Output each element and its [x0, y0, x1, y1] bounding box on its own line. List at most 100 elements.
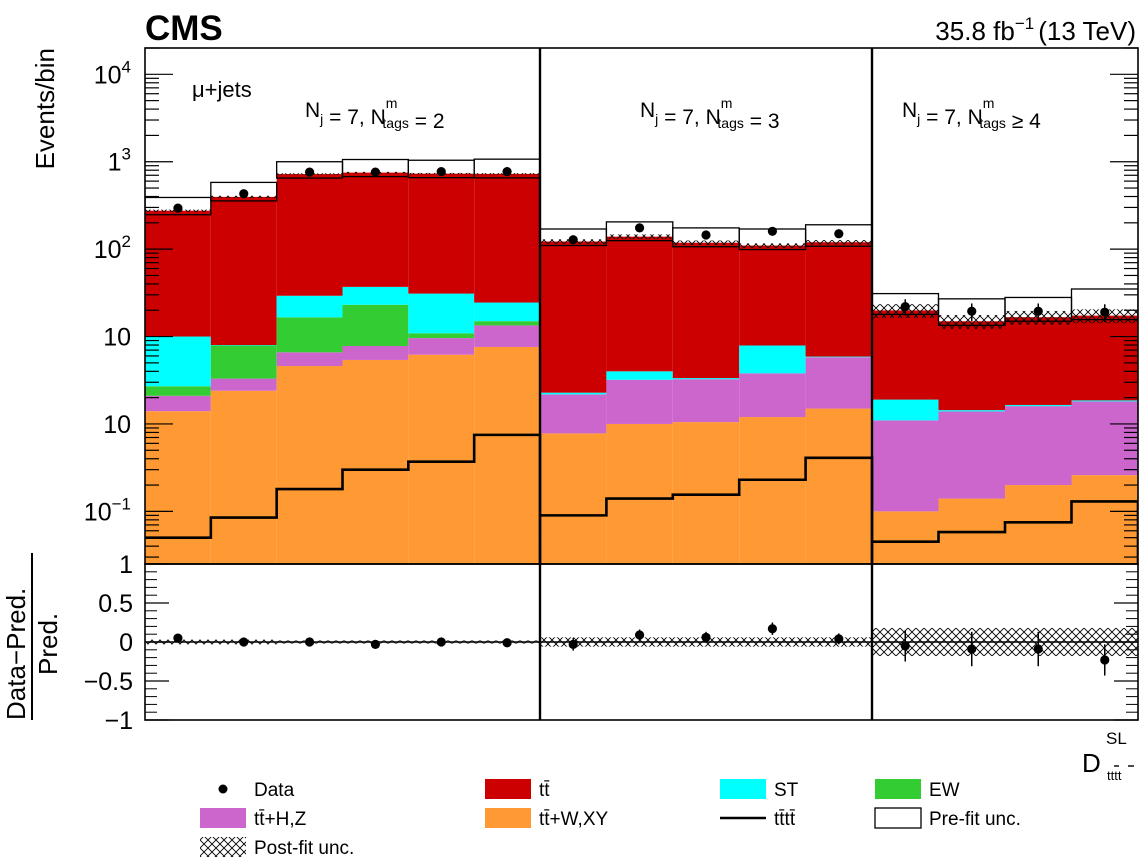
- stack-bar-ttHZ: [606, 379, 673, 424]
- stack-bar-ST: [1005, 404, 1072, 407]
- ratio-point: [635, 630, 645, 640]
- legend-symbol-ttWXY: [485, 808, 531, 828]
- stack-bar-ST: [145, 336, 211, 387]
- x-axis-title-sub: tttt: [1107, 768, 1122, 783]
- stack-bar-ttHZ: [474, 325, 540, 347]
- data-point: [834, 229, 844, 239]
- ratio-point: [304, 637, 315, 647]
- stack-bar-ST: [276, 295, 343, 318]
- stack-bar-ttHZ: [540, 394, 607, 434]
- data-point: [1033, 306, 1043, 316]
- stack-bar-ST: [672, 378, 740, 380]
- y-tick-label-exponent: 4: [122, 57, 131, 76]
- stack-bar-ST: [606, 371, 673, 380]
- legend-symbol-EW: [875, 779, 921, 799]
- x-axis-title: D: [1082, 748, 1101, 778]
- ratio-panel: [145, 622, 1138, 676]
- data-point: [370, 167, 381, 177]
- legend-symbol-ttHZ: [200, 808, 246, 828]
- stack-bar-ttHZ: [805, 357, 872, 409]
- y-tick-label-exponent: 3: [122, 145, 131, 164]
- stack-bar-ttWXY: [210, 390, 277, 564]
- y-tick-label: 13: [108, 145, 131, 177]
- stack-bar-ttWXY: [276, 366, 343, 564]
- stack-bar-ST: [938, 410, 1005, 412]
- tttt-line: [145, 433, 542, 564]
- stack-bar-ST: [805, 356, 872, 358]
- legend-label-ttbar: tt̄: [539, 780, 550, 801]
- region-labels: Nj = 7, Nm tags = 2 Nj = 7, Nm tags = 3 Nj =…: [305, 95, 1041, 133]
- region-label-part: ≥ 4: [1006, 110, 1041, 133]
- region-label: Nj = 7, Nm tags = 3: [640, 95, 780, 133]
- stack-bar-ttWXY: [474, 346, 540, 564]
- stack-bar-ST: [1071, 400, 1138, 402]
- ratio-point: [900, 641, 910, 651]
- stack-bar-EW: [474, 321, 540, 326]
- legend-label-tttt: tt̄tt̄: [774, 809, 796, 830]
- ratio-tick-label: −1: [104, 707, 133, 735]
- stack-bar-ttbar: [145, 210, 211, 337]
- stack-bar-ttWXY: [1005, 485, 1072, 564]
- stack-bar-ttWXY: [408, 354, 475, 564]
- y-tick-label-base: 10: [103, 411, 131, 439]
- region-label-part: m: [386, 95, 398, 111]
- stack-bar-ttWXY: [805, 408, 872, 564]
- tttt-line: [540, 456, 874, 564]
- region-label-part: = 7, N: [323, 106, 385, 129]
- region-label-part: j: [654, 111, 658, 127]
- data-point: [239, 189, 249, 199]
- postfit-band: [805, 240, 872, 245]
- y-tick-label-exponent: 2: [122, 232, 131, 251]
- legend-label-prefit: Pre-fit unc.: [929, 809, 1021, 830]
- region-label: Nj = 7, Nm tags = 2: [305, 95, 445, 133]
- stack-bar-ttWXY: [606, 423, 673, 564]
- stack-bar-EW: [145, 386, 211, 396]
- stack-bar-ttWXY: [1071, 475, 1138, 564]
- y-tick-label-base: 10: [84, 498, 112, 526]
- postfit-band: [606, 234, 673, 239]
- stack-bar-ST: [540, 392, 607, 395]
- y-tick-label-base: 1: [108, 149, 122, 177]
- ratio-tick-label: 0: [119, 629, 133, 657]
- stack-bar-ttHZ: [872, 420, 939, 512]
- stack-bar-ttHZ: [408, 338, 475, 355]
- data-point: [767, 226, 778, 236]
- region-label-part: j: [319, 111, 323, 127]
- stack-bar-ttWXY: [342, 359, 409, 564]
- region-label: Nj = 7, Nm tags ≥ 4: [902, 95, 1041, 133]
- stack-bar-ttWXY: [540, 433, 607, 564]
- y-axis-title: Events/bin: [30, 48, 60, 169]
- region-label-part: N: [640, 99, 655, 122]
- lumi-value: 35.8 fb: [935, 16, 1015, 46]
- region-label-part: tags: [979, 115, 1005, 131]
- ratio-point: [701, 632, 711, 642]
- stack-bar-ttWXY: [938, 498, 1005, 564]
- y-tick-label: 102: [94, 232, 131, 264]
- ratio-point: [767, 624, 778, 634]
- stack-bar-ST: [342, 286, 409, 305]
- stack-bar-ttWXY: [145, 411, 211, 564]
- ratio-tick-label: −0.5: [84, 668, 133, 696]
- ratio-point: [370, 639, 381, 649]
- stack-bar-ttHZ: [342, 345, 409, 360]
- stack-bar-EW: [276, 317, 343, 353]
- region-label-part: = 7, N: [658, 106, 720, 129]
- y-tick-label: 10: [103, 324, 131, 352]
- region-label-part: N: [305, 99, 320, 122]
- data-point: [568, 235, 578, 245]
- stack-bar-ttHZ: [145, 395, 211, 412]
- data-point: [173, 203, 183, 213]
- ratio-point: [502, 638, 512, 648]
- y-tick-label-exponent: −1: [112, 494, 131, 513]
- ratio-point: [568, 639, 578, 649]
- axes: [144, 47, 1139, 721]
- stack-bar-ttbar: [276, 174, 343, 296]
- y-tick-label: 10−1: [84, 494, 131, 526]
- stack-bar-ttbar: [408, 173, 475, 294]
- stack-bar-ttHZ: [276, 352, 343, 367]
- y-tick-label-base: 10: [94, 236, 122, 264]
- legend-label-ttWXY: tt̄+W,XY: [539, 809, 608, 830]
- experiment-label: CMS: [145, 9, 223, 48]
- y-tick-label: 10: [103, 411, 131, 439]
- legend-symbol-dot: [218, 784, 228, 794]
